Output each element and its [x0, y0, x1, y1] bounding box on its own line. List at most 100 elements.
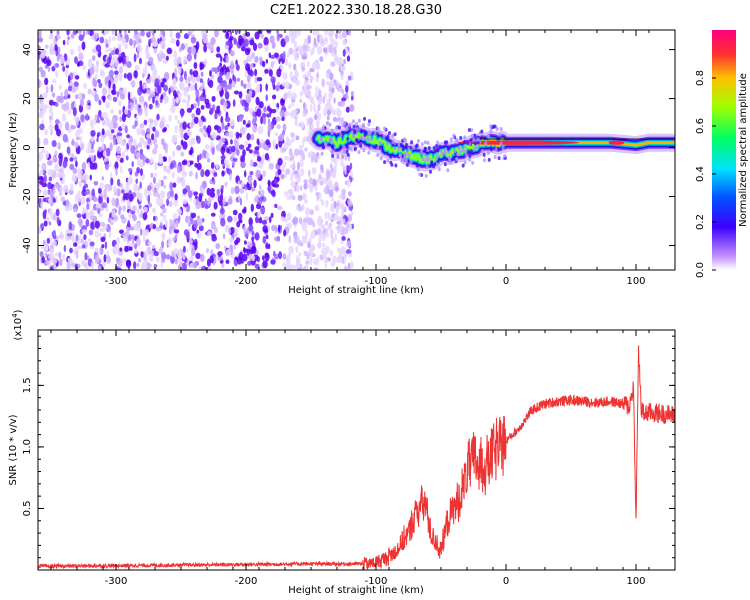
noise-speck — [254, 76, 258, 84]
noise-speck — [324, 245, 330, 254]
noise-speck — [180, 151, 185, 157]
noise-speck — [133, 39, 136, 49]
y-tick-label: 1.5 — [22, 377, 33, 393]
signal-speck — [439, 148, 443, 153]
noise-speck — [207, 131, 211, 138]
noise-speck — [303, 38, 308, 45]
noise-speck — [163, 126, 167, 132]
noise-speck — [312, 30, 317, 36]
noise-speck — [107, 217, 112, 223]
noise-speck — [348, 30, 351, 36]
noise-speck — [39, 99, 43, 105]
noise-speck — [283, 161, 287, 168]
noise-speck — [272, 84, 276, 90]
noise-speck — [347, 178, 351, 188]
noise-speck — [101, 202, 107, 209]
noise-speck — [42, 92, 48, 99]
noise-speck — [53, 240, 57, 247]
noise-speck — [148, 103, 153, 110]
noise-speck — [267, 124, 272, 132]
noise-speck — [321, 242, 326, 248]
noise-speck — [108, 121, 114, 129]
noise-speck — [295, 246, 299, 253]
noise-speck — [123, 73, 127, 79]
noise-speck — [151, 133, 155, 141]
noise-speck — [204, 204, 209, 210]
noise-speck — [288, 62, 292, 70]
noise-speck — [224, 196, 227, 201]
noise-speck — [91, 261, 95, 270]
signal-speck — [425, 154, 429, 159]
signal-speck — [463, 140, 467, 145]
noise-speck — [182, 199, 188, 205]
signal-speck — [382, 134, 386, 139]
noise-speck — [68, 203, 73, 211]
noise-speck — [282, 51, 286, 60]
noise-speck — [276, 33, 280, 42]
noise-speck — [135, 178, 138, 184]
noise-speck — [69, 247, 73, 254]
noise-speck — [313, 267, 319, 270]
signal-peak — [459, 140, 579, 145]
noise-speck — [299, 48, 304, 56]
noise-speck — [305, 260, 310, 265]
noise-speck — [108, 79, 111, 89]
signal-speck — [471, 160, 475, 165]
noise-speck — [246, 82, 252, 89]
noise-speck — [330, 38, 336, 46]
noise-speck — [48, 124, 54, 130]
noise-speck — [146, 30, 150, 33]
noise-speck — [332, 255, 337, 264]
noise-speck — [251, 236, 255, 243]
noise-speck — [250, 255, 256, 262]
noise-speck — [319, 254, 324, 261]
noise-speck — [268, 216, 272, 224]
noise-speck — [162, 78, 167, 83]
noise-speck — [87, 30, 91, 35]
noise-speck — [225, 249, 231, 257]
signal-speck — [461, 163, 465, 168]
noise-speck — [143, 251, 147, 261]
noise-speck — [155, 256, 160, 263]
noise-speck — [265, 139, 270, 146]
noise-speck — [266, 113, 272, 118]
x-tick-label: -300 — [105, 276, 128, 287]
noise-speck — [182, 262, 187, 270]
signal-speck — [359, 143, 363, 148]
noise-speck — [116, 145, 122, 155]
signal-speck — [363, 116, 367, 121]
noise-speck — [256, 156, 262, 162]
noise-speck — [53, 185, 56, 195]
signal-speck — [501, 146, 505, 151]
signal-speck — [367, 119, 371, 124]
noise-speck — [46, 59, 52, 67]
noise-speck — [58, 251, 62, 259]
noise-speck — [148, 56, 154, 65]
noise-speck — [133, 261, 137, 270]
noise-speck — [281, 99, 286, 104]
noise-speck — [313, 37, 317, 45]
noise-speck — [44, 44, 49, 49]
noise-speck — [187, 190, 193, 199]
noise-speck — [163, 207, 167, 213]
noise-speck — [85, 212, 90, 220]
noise-speck — [279, 110, 285, 117]
noise-speck — [103, 193, 108, 200]
noise-speck — [258, 30, 263, 35]
noise-speck — [139, 181, 142, 189]
noise-speck — [341, 30, 348, 39]
signal-speck — [499, 141, 503, 146]
noise-speck — [113, 185, 117, 193]
signal-speck — [387, 131, 391, 136]
noise-speck — [195, 41, 200, 50]
noise-speck — [201, 180, 207, 189]
noise-speck — [175, 39, 180, 47]
noise-speck — [110, 129, 115, 134]
noise-speck — [294, 148, 300, 157]
noise-speck — [119, 157, 124, 163]
signal-speck — [399, 153, 403, 158]
noise-speck — [262, 61, 266, 68]
noise-speck — [38, 30, 42, 38]
signal-speck — [357, 118, 361, 123]
noise-speck — [118, 56, 124, 63]
